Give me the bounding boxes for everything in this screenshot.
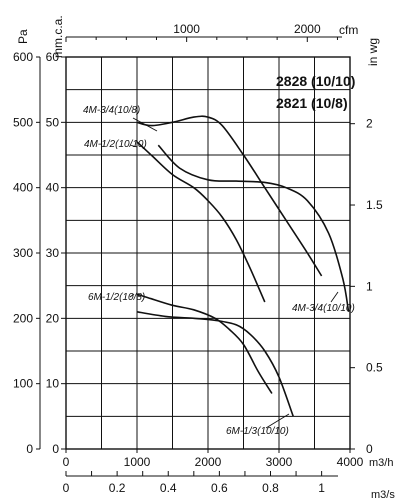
mmca-tick-label: 50	[46, 115, 60, 129]
cfm-tick-label: 1000	[173, 22, 200, 36]
m3h-tick-label: 4000	[337, 455, 364, 469]
mmca-tick-label: 30	[46, 246, 60, 260]
m3s-tick-label: 0.6	[211, 481, 228, 495]
inwg-tick-label: 2	[366, 117, 373, 131]
chart-title: 2828 (10/10) 2821 (10/8)	[276, 73, 355, 111]
m3s-axis-unit: m3/s	[371, 489, 395, 500]
curve-label-leader	[132, 117, 158, 132]
inwg-tick-label: 1.5	[366, 198, 383, 212]
mmca-tick-label: 20	[46, 311, 60, 325]
axes: 0100200300400500600Pa0102030405060mm.c.a…	[13, 15, 395, 500]
curve-label-leader	[330, 291, 339, 303]
curve-label-leader	[129, 144, 138, 148]
title-line-2: 2821 (10/8)	[276, 95, 348, 111]
curves	[136, 115, 350, 417]
pa-tick-label: 400	[13, 181, 33, 195]
pa-tick-label: 200	[13, 311, 33, 325]
curve-label-leader	[129, 293, 135, 298]
curve-6m-1-3-10-10-	[136, 311, 294, 417]
curve-4m-1-2-10-10-	[136, 141, 266, 303]
m3h-tick-label: 1000	[124, 455, 151, 469]
curve-6m-1-2-10-8-	[136, 293, 273, 394]
pa-tick-label: 300	[13, 246, 33, 260]
pa-tick-label: 0	[26, 442, 33, 456]
inwg-tick-label: 0	[366, 442, 373, 456]
inwg-tick-label: 0.5	[366, 361, 383, 375]
m3s-tick-label: 0	[63, 481, 70, 495]
pa-tick-label: 500	[13, 115, 33, 129]
pa-axis-unit: Pa	[16, 29, 30, 44]
pa-tick-label: 600	[13, 50, 33, 64]
curve-label: 4M-3/4(10/8)	[83, 105, 140, 116]
m3h-tick-label: 3000	[266, 455, 293, 469]
curve-label: 4M-3/4(10/10)	[292, 303, 355, 314]
m3h-tick-label: 2000	[195, 455, 222, 469]
curve-4m-3-4-10-8-	[136, 115, 323, 277]
inwg-tick-label: 1	[366, 279, 373, 293]
mmca-tick-label: 10	[46, 377, 60, 391]
cfm-axis-unit: cfm	[339, 23, 358, 37]
curve-label: 6M-1/2(10/8)	[88, 292, 145, 303]
title-line-1: 2828 (10/10)	[276, 73, 355, 89]
m3s-tick-label: 0.8	[262, 481, 279, 495]
mmca-tick-label: 40	[46, 181, 60, 195]
curve-labels: 4M-3/4(10/8) 4M-1/2(10/10) 4M-3/4(10/10) 6M…	[83, 105, 355, 437]
mmca-tick-label: 0	[52, 442, 59, 456]
m3h-axis-unit: m3/h	[369, 457, 393, 469]
m3s-tick-label: 0.2	[109, 481, 126, 495]
curve-label: 6M-1/3(10/10)	[226, 426, 289, 437]
mmca-axis-unit: mm.c.a.	[51, 15, 65, 58]
mmca-tick-label: 60	[46, 50, 60, 64]
curve-label: 4M-1/2(10/10)	[84, 139, 147, 150]
cfm-tick-label: 2000	[294, 22, 321, 36]
m3h-tick-label: 0	[63, 455, 70, 469]
inwg-axis-unit: in wg	[366, 38, 380, 66]
m3s-tick-label: 1	[318, 481, 325, 495]
curve-4m-3-4-10-10-	[157, 144, 350, 312]
pa-tick-label: 100	[13, 377, 33, 391]
m3s-tick-label: 0.4	[160, 481, 177, 495]
curve-label-leader	[265, 413, 290, 429]
